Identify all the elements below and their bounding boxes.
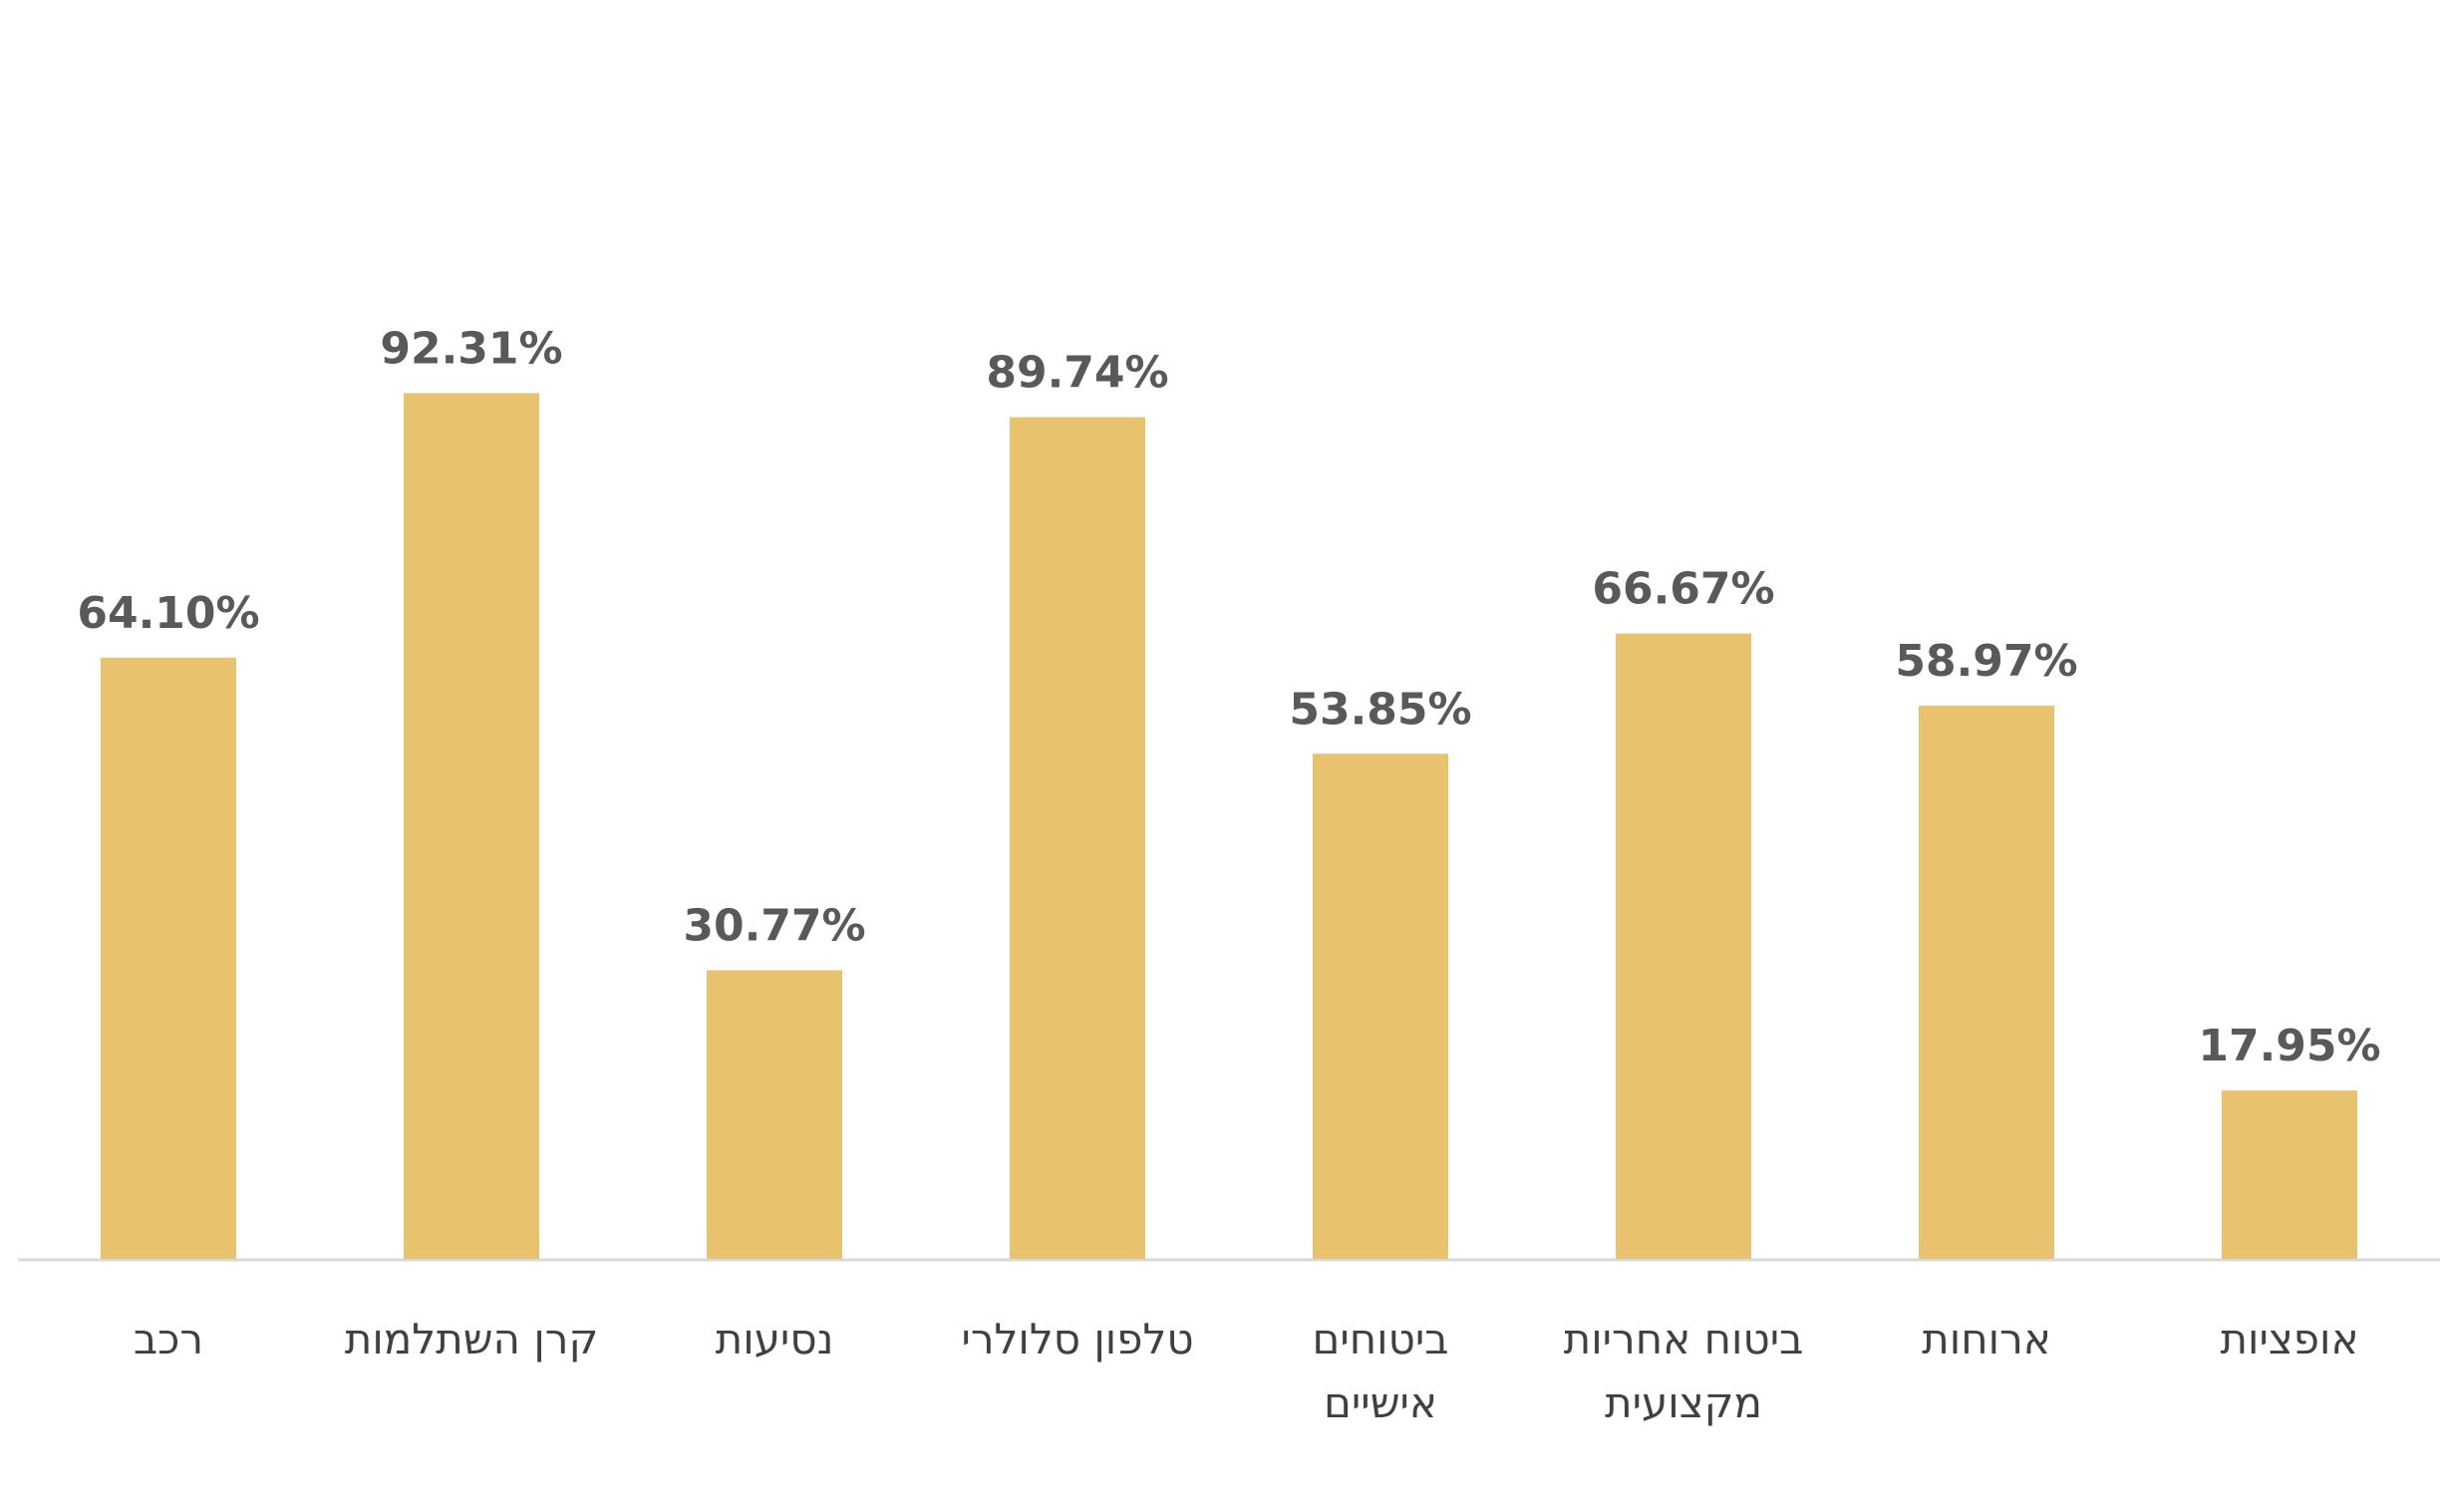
bar-1 <box>404 393 539 1259</box>
value-label-1: 92.31% <box>380 323 562 374</box>
bar-3 <box>1010 417 1145 1259</box>
bar-5 <box>1616 633 1751 1259</box>
value-label-3: 89.74% <box>986 348 1168 399</box>
category-label-6: ארוחות <box>1922 1315 2051 1363</box>
bar-0 <box>101 657 236 1259</box>
category-label-3: טלפון סלולרי <box>961 1315 1193 1363</box>
bar-4 <box>1313 754 1448 1259</box>
category-label-5-line-0: ביטוח אחריות <box>1564 1315 1804 1363</box>
bar-6 <box>1919 706 2054 1259</box>
category-label-5-line-1: מקצועית <box>1605 1378 1762 1427</box>
category-label-4-line-0: ביטוחים <box>1312 1315 1448 1363</box>
category-label-7: אופציות <box>2220 1315 2358 1363</box>
category-label-0: רכב <box>134 1315 203 1363</box>
category-labels-group: רכב קרן השתלמות נסיעות טלפון סלולרי ביטוחים א… <box>134 1315 2359 1427</box>
category-label-2: נסיעות <box>716 1315 834 1363</box>
value-label-7: 17.95% <box>2198 1021 2380 1071</box>
bar-7 <box>2222 1090 2357 1259</box>
value-label-4: 53.85% <box>1289 684 1471 735</box>
value-label-6: 58.97% <box>1895 636 2077 687</box>
bar-2 <box>707 970 842 1259</box>
category-label-1: קרן השתלמות <box>345 1315 599 1363</box>
value-labels-group: 64.10% 92.31% 30.77% 89.74% 53.85% 66.67% 58.9… <box>77 323 2380 1071</box>
bars-group <box>101 393 2357 1259</box>
value-label-2: 30.77% <box>683 900 865 951</box>
value-label-5: 66.67% <box>1592 564 1774 615</box>
value-label-0: 64.10% <box>77 588 259 639</box>
category-label-4-line-1: אישיים <box>1324 1378 1437 1427</box>
